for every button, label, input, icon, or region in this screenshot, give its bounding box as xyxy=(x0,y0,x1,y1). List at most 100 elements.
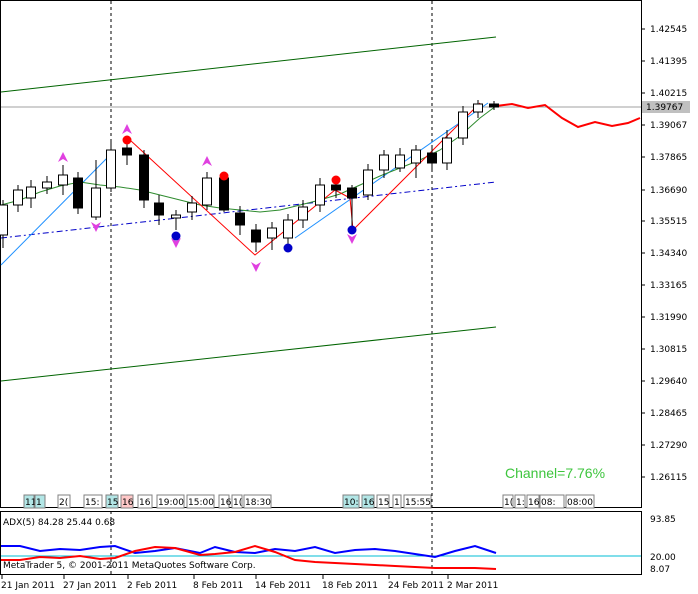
date-tick-label: 2 Feb 2011 xyxy=(127,581,177,591)
session-label: 19:00 xyxy=(158,498,184,508)
candle xyxy=(73,172,83,214)
session-badge: 1 xyxy=(392,494,402,509)
candle xyxy=(267,222,277,250)
fractal-down-dot xyxy=(347,225,357,235)
fractal-down-dot xyxy=(283,243,293,253)
price-tick-label: 1.35515 xyxy=(650,217,687,227)
price-tick-label: 1.33165 xyxy=(650,281,687,291)
candle xyxy=(139,150,149,208)
candle xyxy=(298,200,308,228)
session-badge: 16 xyxy=(218,494,232,509)
adx-tick-label: 20.00 xyxy=(650,553,676,563)
adx-tick-label: 8.07 xyxy=(650,565,670,575)
session-label: 1: xyxy=(516,498,525,508)
session-label: 16 xyxy=(528,498,540,508)
session-label: 15 xyxy=(378,498,389,508)
buy-arrow-icon xyxy=(202,156,212,166)
session-label: 08: xyxy=(541,498,555,508)
session-badge: 1( xyxy=(231,494,243,509)
adx-title: ADX(5) 84.28 25.44 0.68 xyxy=(3,518,115,528)
time-axis: 21 Jan 2011 27 Jan 2011 2 Feb 2011 8 Feb 20… xyxy=(1,575,498,591)
fractal-up-dot xyxy=(331,175,341,185)
session-badge: 1( xyxy=(502,494,514,509)
session-badge: 10: xyxy=(342,494,360,509)
candle xyxy=(187,196,197,220)
candle xyxy=(363,164,373,200)
main-chart-area[interactable] xyxy=(0,0,642,508)
candle xyxy=(91,160,101,220)
session-badge: 11 xyxy=(23,494,36,509)
adx-plus-di-line xyxy=(1,544,497,559)
price-tick-label: 1.41395 xyxy=(650,57,687,67)
candle xyxy=(106,140,116,192)
price-tick-label: 1.36690 xyxy=(650,186,687,196)
price-tick-label: 1.28465 xyxy=(650,409,687,419)
candle xyxy=(283,214,293,246)
date-tick-label: 27 Jan 2011 xyxy=(63,581,117,591)
session-badge: 16 xyxy=(120,494,134,509)
session-label: 1( xyxy=(504,498,513,508)
adx-indicator-area[interactable] xyxy=(0,511,642,575)
date-tick-label: 14 Feb 2011 xyxy=(255,581,311,591)
channel-upper-line xyxy=(0,36,497,93)
price-axis: 1.42545 1.41395 1.40215 1.39067 1.37865 1.366… xyxy=(641,25,687,483)
price-tick-label: 1.31990 xyxy=(650,313,687,323)
session-badge: 2( xyxy=(57,494,71,509)
candle xyxy=(26,180,36,208)
date-tick-label: 24 Feb 2011 xyxy=(388,581,444,591)
session-label: 10: xyxy=(344,498,358,508)
buy-arrow-icon xyxy=(122,124,132,134)
session-badge: 15 xyxy=(376,494,390,509)
price-tick-label: 1.29640 xyxy=(650,377,687,387)
candle xyxy=(473,100,483,118)
price-tick-label: 1.42545 xyxy=(650,25,687,35)
sell-arrow-icon xyxy=(171,238,181,248)
session-badge: 18:30 xyxy=(243,494,272,509)
price-tick-label: 1.39067 xyxy=(650,121,687,131)
dashed-trend-line xyxy=(0,181,497,239)
session-markers: 11 1 2(15: 15 16 16 19:00 15:00 16 1(18:30 10: 16 15… xyxy=(23,494,595,509)
candle xyxy=(251,224,261,252)
current-price-label: 1.39767 xyxy=(646,103,683,113)
candle xyxy=(42,176,52,194)
session-badge: 15: xyxy=(83,494,103,509)
price-tick-label: 1.40215 xyxy=(650,89,687,99)
session-label: 15:00 xyxy=(188,498,214,508)
candle xyxy=(411,145,421,178)
price-tick-label: 1.30815 xyxy=(650,345,687,355)
session-badge: 16 xyxy=(137,494,153,509)
signal-markers xyxy=(58,124,357,272)
current-price-badge: 1.39767 xyxy=(642,101,690,113)
candle xyxy=(458,106,468,145)
sell-arrow-icon xyxy=(251,262,261,272)
session-badge: 15 xyxy=(105,494,119,509)
session-badge: 19:00 xyxy=(156,494,185,509)
session-label: 16 xyxy=(122,498,134,508)
session-badge: 1 xyxy=(34,494,46,509)
session-badge: 08: xyxy=(539,494,565,509)
date-tick-label: 8 Feb 2011 xyxy=(193,581,243,591)
candle xyxy=(442,130,452,170)
candle xyxy=(315,178,325,212)
candle xyxy=(202,172,212,210)
session-label: 15:55 xyxy=(405,498,431,508)
sell-arrow-icon xyxy=(91,222,101,232)
candle xyxy=(489,101,499,110)
candle xyxy=(379,150,389,178)
adx-axis: 93.85 20.00 8.07 xyxy=(650,515,676,575)
session-label: 2( xyxy=(59,498,68,508)
session-label: 16 xyxy=(139,498,151,508)
session-label: 15: xyxy=(85,498,99,508)
session-badge: 15:55 xyxy=(403,494,432,509)
trend-line-right xyxy=(294,102,489,239)
candle xyxy=(347,185,357,230)
buy-arrow-icon xyxy=(58,152,68,162)
candle xyxy=(0,200,8,248)
candle xyxy=(154,195,164,225)
fractal-up-dot xyxy=(122,135,132,145)
price-tick-label: 1.34340 xyxy=(650,249,687,259)
candle xyxy=(171,210,181,230)
session-label: 15 xyxy=(107,498,118,508)
session-label: 16 xyxy=(220,498,232,508)
